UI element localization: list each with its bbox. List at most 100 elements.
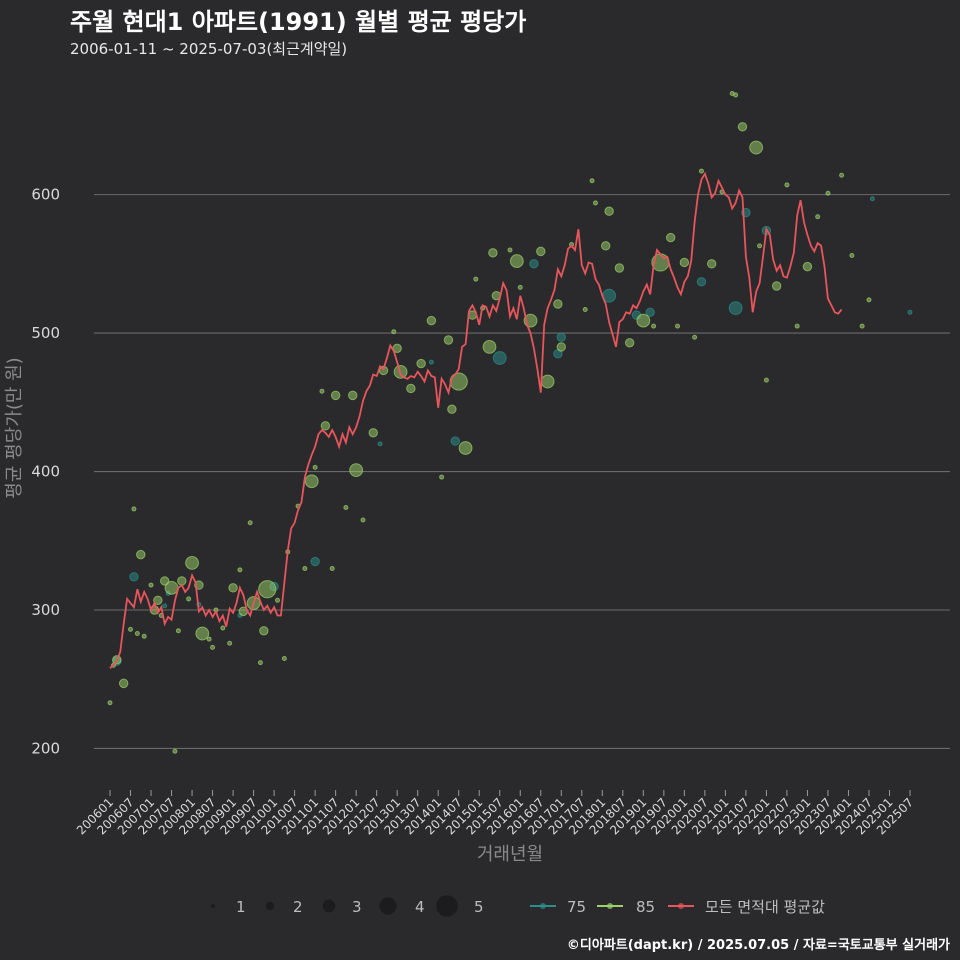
y-axis-label: 평균 평당가(만 원)	[4, 357, 25, 498]
point-series-85	[458, 441, 473, 455]
point-series-85	[665, 232, 676, 243]
point-series-85	[258, 580, 277, 599]
size-legend-label: 1	[236, 898, 246, 916]
point-series-75	[310, 556, 320, 567]
point-series-85	[136, 549, 146, 560]
average-line	[109, 171, 843, 669]
point-series-85	[426, 315, 437, 326]
point-series-85	[329, 565, 335, 571]
point-series-85	[330, 390, 341, 401]
point-series-85	[304, 474, 319, 489]
legend: 1 2 3 4 5 75 85 모든 면적대 평균값	[211, 895, 825, 917]
point-series-85	[153, 595, 163, 606]
point-series-85	[482, 340, 497, 354]
point-series-85	[275, 597, 281, 603]
point-series-85	[815, 214, 821, 220]
point-series-85	[679, 257, 690, 268]
point-series-85	[517, 284, 523, 290]
point-series-85	[757, 243, 763, 249]
point-series-85	[220, 625, 226, 631]
average-line-group	[109, 171, 843, 669]
point-series-75	[428, 359, 434, 365]
size-legend-circle	[379, 897, 397, 915]
point-series-85	[859, 323, 865, 329]
point-series-85	[536, 246, 546, 257]
point-series-85	[473, 276, 479, 282]
point-series-85	[259, 626, 269, 636]
point-series-85	[210, 644, 216, 650]
y-tick-label: 300	[31, 601, 60, 619]
point-series-85	[172, 748, 178, 754]
point-series-85	[614, 263, 625, 273]
legend-key-dot	[678, 903, 684, 909]
point-series-85	[257, 660, 263, 666]
point-series-85	[651, 323, 657, 329]
point-series-85	[195, 626, 210, 641]
point-series-85	[131, 506, 137, 512]
point-series-85	[849, 253, 855, 259]
y-axis: 200 300 400 500 600	[31, 186, 60, 758]
y-tick-label: 600	[31, 186, 60, 204]
point-series-75	[529, 259, 539, 269]
point-series-85	[582, 307, 588, 313]
point-series-85	[866, 297, 872, 303]
point-series-85	[134, 631, 140, 637]
legend-label: 75	[567, 898, 586, 916]
point-series-85	[185, 556, 199, 570]
point-series-75	[645, 307, 655, 318]
point-series-85	[784, 182, 790, 188]
legend-key-dot	[607, 903, 613, 909]
point-series-85	[763, 377, 769, 383]
point-series-75	[907, 309, 913, 315]
point-series-85	[737, 122, 748, 132]
point-series-85	[794, 323, 800, 329]
point-series-85	[175, 628, 181, 634]
grid-lines	[94, 194, 950, 750]
point-series-85	[206, 636, 212, 642]
point-series-85	[360, 517, 366, 523]
size-legend-circle	[211, 904, 215, 908]
size-legend-circle	[436, 895, 458, 917]
point-series-85	[186, 596, 192, 602]
point-series-85	[312, 464, 318, 470]
point-series-75	[696, 277, 707, 287]
chart-title: 주월 현대1 아파트(1991) 월별 평균 평당가	[70, 8, 527, 36]
point-series-85	[281, 655, 287, 661]
point-series-85	[507, 247, 513, 253]
legend-label: 85	[636, 898, 655, 916]
scatter-points	[107, 91, 913, 754]
point-series-85	[406, 383, 416, 394]
point-series-75	[450, 436, 460, 446]
point-series-85	[247, 520, 253, 526]
point-series-85	[368, 428, 378, 438]
point-series-85	[675, 323, 681, 329]
point-series-85	[749, 140, 764, 155]
x-axis-label: 거래년월	[477, 844, 543, 865]
point-series-75	[129, 572, 139, 582]
point-series-85	[692, 334, 698, 340]
point-series-85	[553, 299, 563, 309]
point-series-85	[540, 374, 555, 389]
point-series-85	[488, 248, 498, 258]
size-legend-label: 5	[474, 898, 484, 916]
size-legend-label: 4	[415, 898, 425, 916]
legend-key-dot	[540, 903, 546, 909]
point-series-85	[839, 172, 845, 178]
size-legend-circle	[322, 899, 336, 913]
y-tick-label: 400	[31, 463, 60, 481]
point-series-85	[556, 342, 566, 352]
point-series-85	[416, 358, 426, 369]
point-series-85	[177, 576, 187, 586]
point-series-75	[162, 603, 168, 609]
point-series-85	[118, 678, 129, 689]
point-series-85	[698, 168, 704, 174]
point-series-85	[825, 190, 831, 196]
point-series-85	[733, 92, 739, 98]
point-series-85	[443, 335, 454, 345]
point-series-85	[601, 241, 611, 251]
point-series-85	[802, 261, 813, 272]
point-series-85	[771, 281, 782, 291]
size-legend-label: 3	[352, 898, 362, 916]
